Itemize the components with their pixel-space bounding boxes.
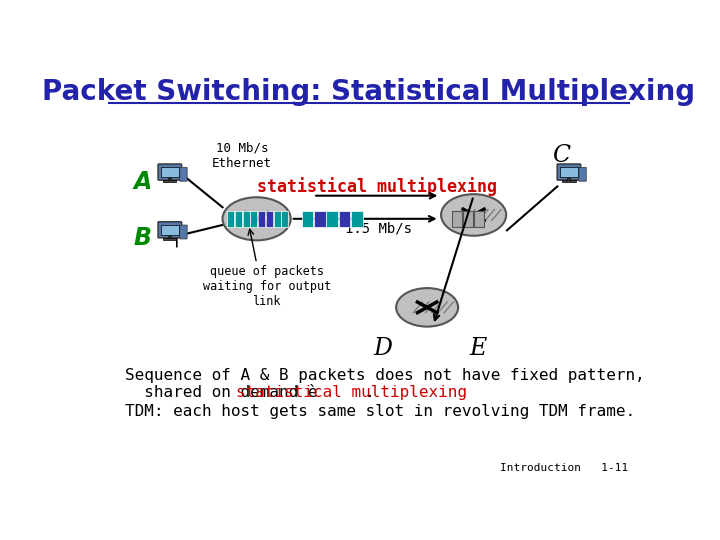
Bar xyxy=(163,238,176,240)
Bar xyxy=(351,211,363,226)
Text: C: C xyxy=(552,144,570,167)
Bar xyxy=(274,211,281,226)
Bar xyxy=(562,180,575,183)
Text: Introduction   1-11: Introduction 1-11 xyxy=(500,462,629,472)
FancyBboxPatch shape xyxy=(579,167,586,181)
Bar xyxy=(452,211,462,226)
Bar xyxy=(258,211,265,226)
Bar xyxy=(567,178,570,181)
FancyBboxPatch shape xyxy=(557,164,581,180)
Bar xyxy=(474,211,484,226)
Bar xyxy=(282,211,289,226)
Bar xyxy=(243,211,250,226)
Text: E: E xyxy=(469,336,486,360)
FancyBboxPatch shape xyxy=(180,167,187,181)
Text: Packet Switching: Statistical Multiplexing: Packet Switching: Statistical Multiplexi… xyxy=(42,78,696,106)
FancyBboxPatch shape xyxy=(158,222,181,238)
Text: B: B xyxy=(134,226,152,250)
Bar xyxy=(251,211,258,226)
Bar xyxy=(326,211,338,226)
Text: shared on demand è: shared on demand è xyxy=(125,386,327,400)
Text: statistical multiplexing: statistical multiplexing xyxy=(257,177,497,196)
Bar xyxy=(163,180,176,183)
Text: queue of packets
waiting for output
link: queue of packets waiting for output link xyxy=(202,265,330,308)
Bar xyxy=(560,167,577,177)
Bar xyxy=(235,211,242,226)
Text: .: . xyxy=(364,386,374,400)
Bar xyxy=(161,167,179,177)
Text: 1.5 Mb/s: 1.5 Mb/s xyxy=(345,221,412,235)
Bar xyxy=(168,235,171,239)
Ellipse shape xyxy=(441,194,506,236)
FancyBboxPatch shape xyxy=(180,225,187,239)
Bar xyxy=(228,211,234,226)
Text: A: A xyxy=(134,170,152,194)
Text: statistical multiplexing: statistical multiplexing xyxy=(236,386,467,400)
Bar xyxy=(266,211,273,226)
Text: D: D xyxy=(374,336,392,360)
FancyBboxPatch shape xyxy=(158,164,181,180)
Bar xyxy=(314,211,325,226)
Ellipse shape xyxy=(222,197,291,240)
Bar xyxy=(161,225,179,235)
Text: 10 Mb/s
Ethernet: 10 Mb/s Ethernet xyxy=(212,141,272,170)
Ellipse shape xyxy=(396,288,458,327)
Bar xyxy=(339,211,351,226)
Text: TDM: each host gets same slot in revolving TDM frame.: TDM: each host gets same slot in revolvi… xyxy=(125,404,635,419)
Text: Sequence of A & B packets does not have fixed pattern,: Sequence of A & B packets does not have … xyxy=(125,368,644,383)
Bar xyxy=(302,211,313,226)
Bar xyxy=(168,178,171,181)
Bar xyxy=(463,211,473,226)
